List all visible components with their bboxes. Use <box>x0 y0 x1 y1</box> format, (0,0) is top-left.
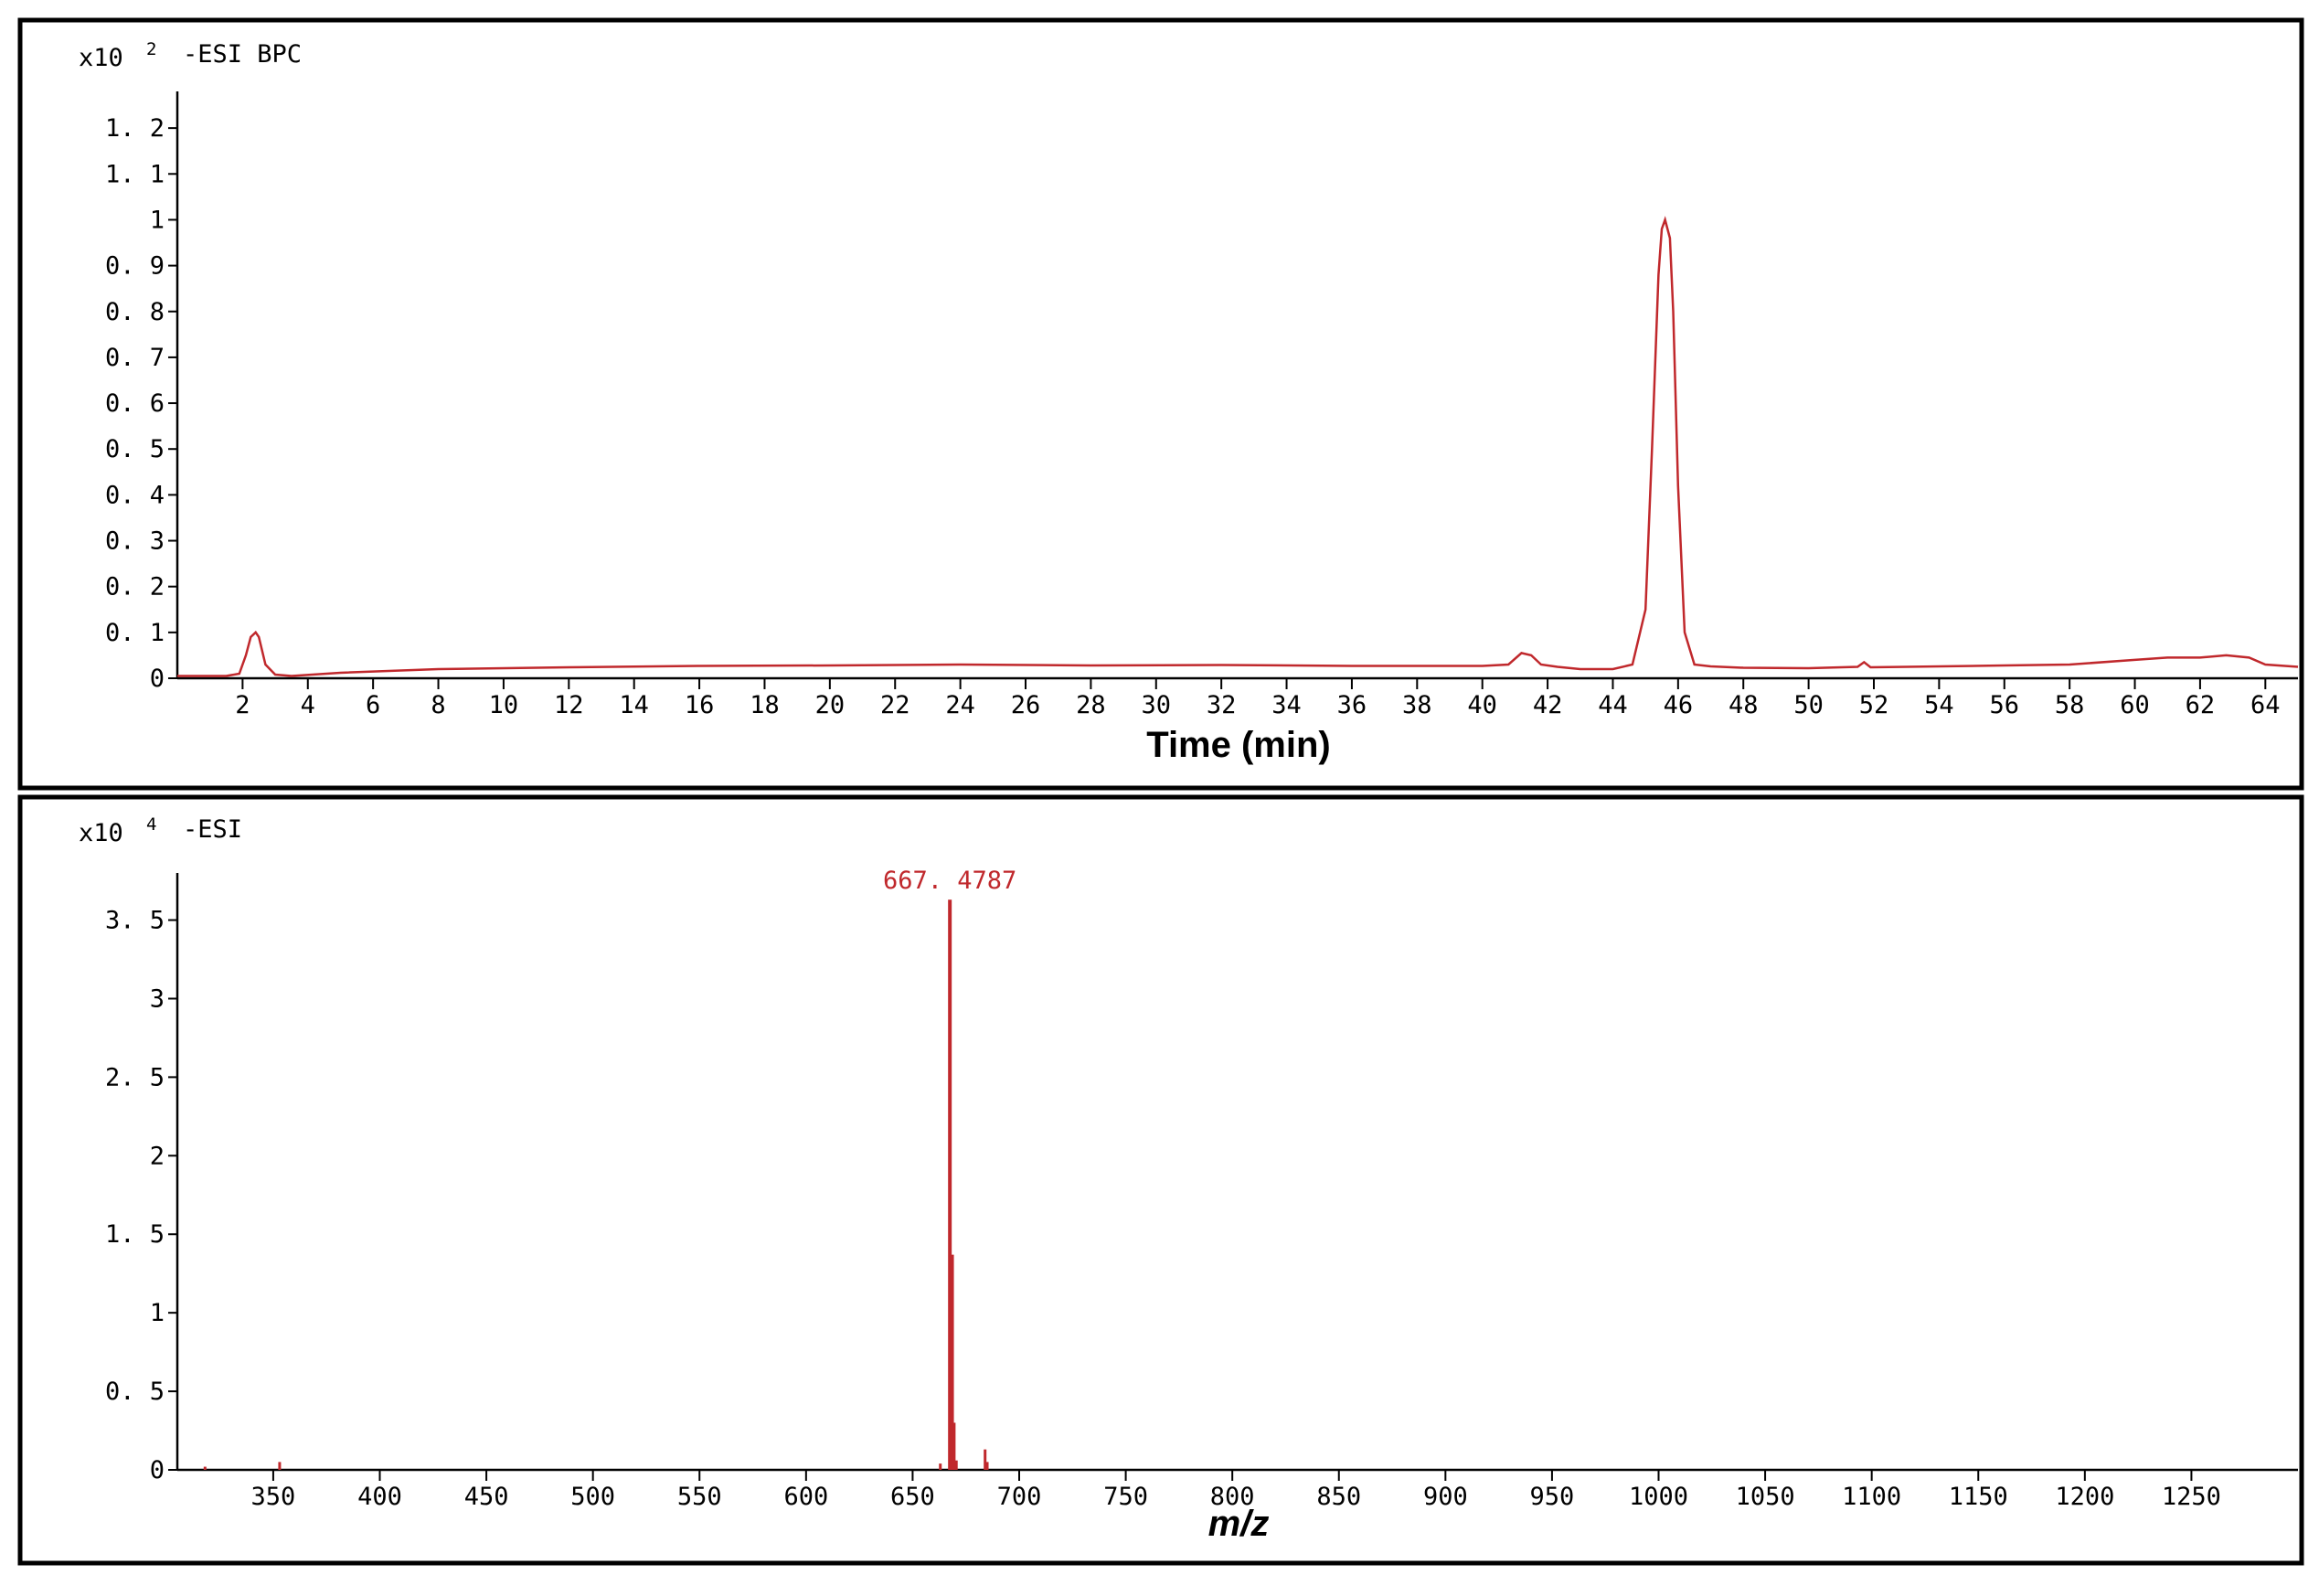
top-y-tick-label: 0. 9 <box>105 252 165 281</box>
top-y-tick-label: 0 <box>150 665 165 693</box>
bottom-y-tick-label: 1 <box>150 1299 165 1327</box>
top-y-tick-label: 0. 7 <box>105 344 165 372</box>
bottom-x-tick-label: 400 <box>357 1483 402 1511</box>
top-x-tick-label: 26 <box>1011 691 1041 719</box>
top-panel-frame <box>17 17 2304 791</box>
chromatogram-trace <box>177 216 2299 677</box>
top-x-tick-label: 8 <box>431 691 445 719</box>
bottom-x-tick-label: 550 <box>677 1483 722 1511</box>
bottom-x-tick-label: 1250 <box>2162 1483 2221 1511</box>
top-x-tick-label: 62 <box>2186 691 2216 719</box>
top-x-tick-label: 20 <box>815 691 846 719</box>
top-x-tick-label: 44 <box>1598 691 1628 719</box>
top-y-tick-label: 1 <box>150 206 165 234</box>
bottom-x-tick-label: 350 <box>251 1483 296 1511</box>
bottom-trace-label: -ESI <box>183 815 242 844</box>
bottom-scale-label: x10 <box>79 819 123 847</box>
top-x-tick-label: 10 <box>489 691 519 719</box>
top-y-tick-label: 1. 2 <box>105 114 165 143</box>
mass-spectrum-chart: x10 4 -ESI 0 0. 5 1 1. 5 2 2. 5 3 3. 5 350 400 450… <box>79 814 2298 1544</box>
top-x-tick-label: 46 <box>1664 691 1694 719</box>
top-y-tick-label: 0. 1 <box>105 619 165 647</box>
top-x-tick-label: 16 <box>685 691 715 719</box>
top-x-tick-label: 34 <box>1271 691 1302 719</box>
top-x-tick-label: 54 <box>1924 691 1954 719</box>
top-y-tick-label: 1. 1 <box>105 160 165 188</box>
top-trace-label: -ESI BPC <box>183 40 302 69</box>
top-x-tick-label: 42 <box>1533 691 1563 719</box>
top-y-tick-label: 0. 4 <box>105 481 165 509</box>
bottom-y-tick-label: 3. 5 <box>105 907 165 935</box>
bottom-x-tick-label: 950 <box>1530 1483 1575 1511</box>
bottom-y-tick-label: 3 <box>150 984 165 1013</box>
bottom-x-tick-label: 650 <box>890 1483 935 1511</box>
top-x-tick-label: 28 <box>1076 691 1106 719</box>
top-x-tick-label: 24 <box>945 691 975 719</box>
bottom-panel-frame <box>17 794 2304 1566</box>
bottom-x-axis-label: m/z <box>1208 1504 1270 1544</box>
bottom-y-tick-label: 2 <box>150 1142 165 1170</box>
chromatogram-chart: x10 2 -ESI BPC 0 0. 1 0. 2 0. 3 0. 4 0. 5 0. 6… <box>79 39 2299 765</box>
top-scale-label: x10 <box>79 44 123 72</box>
top-x-tick-label: 2 <box>235 691 250 719</box>
bottom-scale-exponent: 4 <box>146 814 156 835</box>
bottom-x-tick-label: 900 <box>1423 1483 1468 1511</box>
top-x-tick-label: 58 <box>2055 691 2085 719</box>
top-x-tick-label: 12 <box>554 691 584 719</box>
bottom-x-tick-label: 450 <box>464 1483 509 1511</box>
bottom-x-tick-label: 1150 <box>1949 1483 2008 1511</box>
top-x-tick-label: 64 <box>2250 691 2281 719</box>
top-x-tick-label: 4 <box>301 691 315 719</box>
top-x-tick-label: 22 <box>880 691 910 719</box>
top-x-tick-label: 30 <box>1142 691 1172 719</box>
bottom-y-tick-label: 1. 5 <box>105 1220 165 1249</box>
bottom-x-tick-label: 850 <box>1316 1483 1361 1511</box>
top-x-tick-label: 52 <box>1859 691 1889 719</box>
top-x-tick-label: 40 <box>1467 691 1497 719</box>
top-y-tick-label: 0. 6 <box>105 389 165 418</box>
top-x-tick-label: 14 <box>619 691 649 719</box>
bottom-y-tick-label: 0 <box>150 1456 165 1484</box>
top-y-tick-label: 0. 2 <box>105 573 165 601</box>
top-y-tick-label: 0. 5 <box>105 435 165 463</box>
bottom-x-tick-label: 500 <box>570 1483 615 1511</box>
bottom-x-tick-label: 750 <box>1103 1483 1148 1511</box>
top-y-tick-label: 0. 3 <box>105 527 165 556</box>
bottom-x-tick-label: 1000 <box>1629 1483 1688 1511</box>
bottom-y-tick-label: 0. 5 <box>105 1378 165 1406</box>
top-x-tick-label: 56 <box>1990 691 2020 719</box>
top-x-tick-label: 48 <box>1729 691 1759 719</box>
top-x-tick-label: 32 <box>1207 691 1237 719</box>
top-x-axis-label: Time (min) <box>1146 725 1331 765</box>
bottom-x-tick-label: 700 <box>997 1483 1042 1511</box>
bottom-x-tick-label: 800 <box>1210 1483 1255 1511</box>
top-x-tick-label: 18 <box>750 691 780 719</box>
bottom-y-tick-label: 2. 5 <box>105 1063 165 1091</box>
top-scale-exponent: 2 <box>146 39 156 59</box>
bottom-x-tick-label: 1200 <box>2055 1483 2114 1511</box>
top-x-tick-label: 50 <box>1793 691 1824 719</box>
bottom-x-tick-label: 1100 <box>1842 1483 1901 1511</box>
peak-label: 667. 4787 <box>883 867 1016 895</box>
top-x-tick-label: 6 <box>366 691 380 719</box>
top-x-tick-label: 60 <box>2120 691 2150 719</box>
top-x-tick-label: 38 <box>1402 691 1432 719</box>
top-y-tick-label: 0. 8 <box>105 298 165 326</box>
bottom-x-tick-label: 600 <box>783 1483 828 1511</box>
top-x-tick-label: 36 <box>1337 691 1367 719</box>
bottom-x-tick-label: 1050 <box>1736 1483 1795 1511</box>
